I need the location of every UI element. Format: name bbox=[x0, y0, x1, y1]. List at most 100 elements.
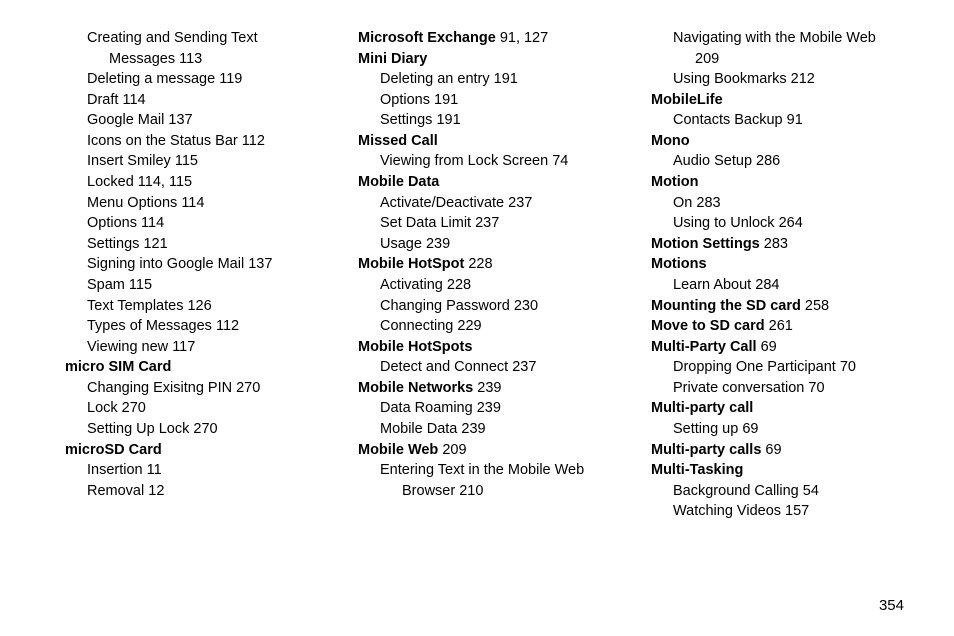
index-entry: Mounting the SD card 258 bbox=[651, 296, 904, 317]
index-page-ref: 54 bbox=[803, 483, 819, 499]
index-term: Viewing new bbox=[87, 339, 168, 355]
index-page-ref: 69 bbox=[765, 442, 781, 458]
index-page-ref: 261 bbox=[769, 318, 793, 334]
index-entry: Audio Setup 286 bbox=[651, 151, 904, 172]
index-page-ref: 74 bbox=[552, 153, 568, 169]
index-entry: Learn About 284 bbox=[651, 275, 904, 296]
index-entry: Setting Up Lock 270 bbox=[65, 419, 318, 440]
index-term: Using Bookmarks bbox=[673, 71, 787, 87]
page-number: 354 bbox=[879, 597, 904, 614]
index-term: Setting up bbox=[673, 421, 738, 437]
index-term: Settings bbox=[380, 112, 432, 128]
index-entry: Deleting a message 119 bbox=[65, 69, 318, 90]
index-entry: Contacts Backup 91 bbox=[651, 110, 904, 131]
index-term: Detect and Connect bbox=[380, 359, 508, 375]
index-term: Private conversation bbox=[673, 380, 804, 396]
index-term: Multi-party call bbox=[651, 400, 753, 416]
index-entry: On 283 bbox=[651, 193, 904, 214]
index-entry: Icons on the Status Bar 112 bbox=[65, 131, 318, 152]
index-term: Motion Settings bbox=[651, 236, 760, 252]
index-page-ref: 70 bbox=[840, 359, 856, 375]
index-entry: Types of Messages 112 bbox=[65, 316, 318, 337]
index-term: Setting Up Lock bbox=[87, 421, 189, 437]
index-page-ref: 11 bbox=[147, 462, 162, 478]
index-page-ref: 69 bbox=[742, 421, 758, 437]
index-page-ref: 239 bbox=[426, 236, 450, 252]
index-page-ref: 137 bbox=[168, 112, 192, 128]
index-term: Browser bbox=[402, 483, 455, 499]
index-entry: Set Data Limit 237 bbox=[358, 213, 611, 234]
index-entry: Settings 121 bbox=[65, 234, 318, 255]
column-1: Creating and Sending TextMessages 113Del… bbox=[65, 28, 318, 522]
index-term: Text Templates bbox=[87, 298, 183, 314]
index-entry: Private conversation 70 bbox=[651, 378, 904, 399]
index-entry: Microsoft Exchange 91, 127 bbox=[358, 28, 611, 49]
index-page-ref: 258 bbox=[805, 298, 829, 314]
index-term: Audio Setup bbox=[673, 153, 752, 169]
column-3: Navigating with the Mobile Web209Using B… bbox=[651, 28, 904, 522]
index-term: Move to SD card bbox=[651, 318, 765, 334]
index-entry: Using to Unlock 264 bbox=[651, 213, 904, 234]
index-entry: Data Roaming 239 bbox=[358, 398, 611, 419]
index-entry: Creating and Sending Text bbox=[65, 28, 318, 49]
index-entry: Draft 114 bbox=[65, 90, 318, 111]
index-term: Dropping One Participant bbox=[673, 359, 836, 375]
index-term: Contacts Backup bbox=[673, 112, 783, 128]
index-entry: Usage 239 bbox=[358, 234, 611, 255]
index-page-ref: 237 bbox=[508, 195, 532, 211]
index-entry: Navigating with the Mobile Web bbox=[651, 28, 904, 49]
index-page-ref: 191 bbox=[494, 71, 518, 87]
index-page-ref: 112 bbox=[242, 133, 265, 149]
index-page-ref: 283 bbox=[696, 195, 720, 211]
index-page-ref: 237 bbox=[475, 215, 499, 231]
index-entry: Text Templates 126 bbox=[65, 296, 318, 317]
index-term: Missed Call bbox=[358, 133, 438, 149]
index-page-ref: 270 bbox=[193, 421, 217, 437]
index-page-ref: 70 bbox=[808, 380, 824, 396]
index-term: Types of Messages bbox=[87, 318, 212, 334]
index-term: micro SIM Card bbox=[65, 359, 171, 375]
index-term: Deleting a message bbox=[87, 71, 215, 87]
column-2: Microsoft Exchange 91, 127Mini DiaryDele… bbox=[358, 28, 611, 522]
index-page-ref: 212 bbox=[791, 71, 815, 87]
index-entry: Viewing from Lock Screen 74 bbox=[358, 151, 611, 172]
index-term: Mobile HotSpot bbox=[358, 256, 464, 272]
index-page-ref: 209 bbox=[442, 442, 466, 458]
index-entry: Multi-party calls 69 bbox=[651, 440, 904, 461]
index-entry: Activating 228 bbox=[358, 275, 611, 296]
index-page-ref: 121 bbox=[143, 236, 167, 252]
index-page-ref: 115 bbox=[175, 153, 198, 169]
index-term: Mini Diary bbox=[358, 51, 427, 67]
index-term: Insert Smiley bbox=[87, 153, 171, 169]
index-entry: Removal 12 bbox=[65, 481, 318, 502]
index-entry: Mobile Networks 239 bbox=[358, 378, 611, 399]
index-entry: Mono bbox=[651, 131, 904, 152]
index-entry: Dropping One Participant 70 bbox=[651, 357, 904, 378]
index-term: Mobile HotSpots bbox=[358, 339, 472, 355]
index-term: MobileLife bbox=[651, 92, 723, 108]
index-page-ref: 283 bbox=[764, 236, 788, 252]
index-term: Messages bbox=[109, 51, 175, 67]
index-term: Options bbox=[380, 92, 430, 108]
index-page-ref: 69 bbox=[761, 339, 777, 355]
index-entry: Multi-Party Call 69 bbox=[651, 337, 904, 358]
index-entry: Multi-Tasking bbox=[651, 460, 904, 481]
index-page-ref: 115 bbox=[129, 277, 152, 293]
index-page-ref: 119 bbox=[219, 71, 242, 87]
index-entry: Entering Text in the Mobile Web bbox=[358, 460, 611, 481]
index-entry: Mobile Data 239 bbox=[358, 419, 611, 440]
index-term: Icons on the Status Bar bbox=[87, 133, 238, 149]
index-term: On bbox=[673, 195, 692, 211]
index-entry: Motion bbox=[651, 172, 904, 193]
index-term: Multi-party calls bbox=[651, 442, 761, 458]
index-term: Motion bbox=[651, 174, 699, 190]
index-page-ref: 91, 127 bbox=[500, 30, 548, 46]
index-entry: Mobile Web 209 bbox=[358, 440, 611, 461]
index-term: Activating bbox=[380, 277, 443, 293]
index-term: Background Calling bbox=[673, 483, 799, 499]
index-entry: Insert Smiley 115 bbox=[65, 151, 318, 172]
index-term: Multi-Tasking bbox=[651, 462, 743, 478]
index-page-ref: 239 bbox=[461, 421, 485, 437]
index-entry: 209 bbox=[651, 49, 904, 70]
index-entry: Activate/Deactivate 237 bbox=[358, 193, 611, 214]
